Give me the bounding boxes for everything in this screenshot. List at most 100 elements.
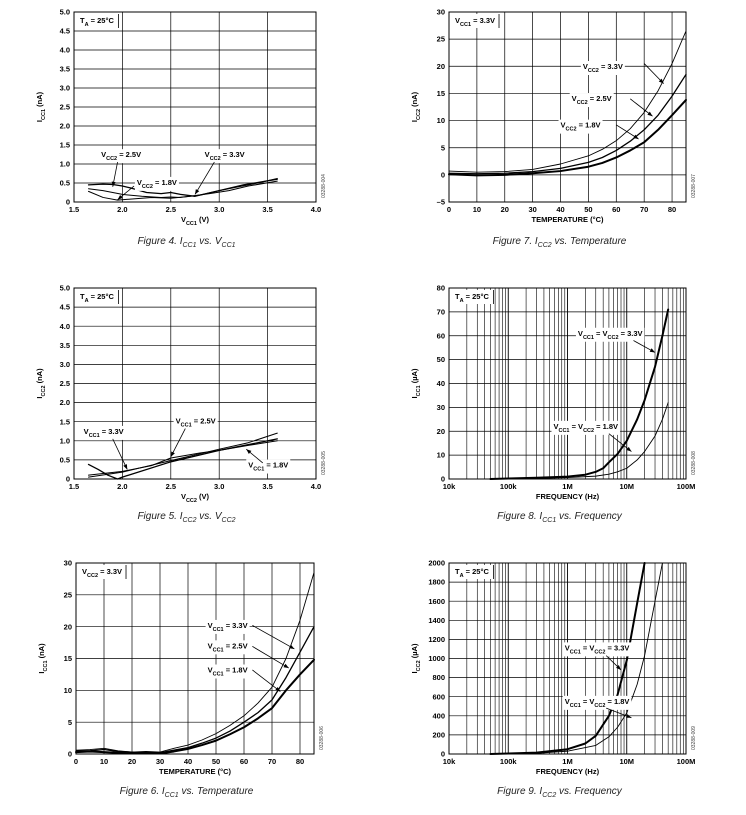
- figure-7-caption: Figure 7. ICC2 vs. Temperature: [492, 236, 627, 249]
- x-axis-label: VCC2 (V): [181, 492, 210, 504]
- series-line: [88, 432, 278, 478]
- arrowhead: [117, 194, 123, 200]
- arrowhead: [111, 181, 116, 187]
- y-tick-label: 1.0: [60, 160, 70, 169]
- x-axis-label: TEMPERATURE (°C): [531, 215, 604, 224]
- figure-6-chart: 0 10 20 30 40 50 60 70 80051015202530TEMPERATURE…: [37, 559, 325, 776]
- y-tick-label: 2.5: [60, 103, 70, 112]
- y-tick-label: 1400: [428, 616, 445, 625]
- x-tick-label: 100M: [677, 482, 696, 491]
- arrowhead: [170, 451, 175, 457]
- grid: [449, 563, 686, 754]
- x-tick-label: 4.0: [311, 205, 321, 214]
- x-axis-label: TEMPERATURE (°C): [159, 767, 232, 776]
- y-tick-label: 2000: [428, 559, 445, 568]
- y-axis-label: ICC2 (µA): [410, 643, 422, 673]
- x-tick-label: 2.5: [166, 205, 176, 214]
- x-tick-label: 3.0: [214, 205, 224, 214]
- figure-6: 0 10 20 30 40 50 60 70 80 0 5 10 15 20 25 30 TEMPERATURE…: [0, 548, 373, 815]
- annotation-label: VCC1 = VCC2 = 1.8V: [553, 422, 618, 434]
- series-annotation: VCC1 = 3.3V: [81, 425, 128, 470]
- series-annotation: VCC2 = 3.3V: [194, 149, 247, 195]
- arrowhead: [275, 686, 281, 692]
- y-tick-label: 4.0: [60, 46, 70, 55]
- series-line: [88, 177, 278, 198]
- y-tick-label: 3.0: [60, 84, 70, 93]
- y-tick-label: 15: [437, 89, 445, 98]
- plot-frame: [73, 287, 317, 480]
- series-line: [448, 30, 687, 173]
- x-tick-label: 10M: [619, 757, 634, 766]
- y-tick-label: 1600: [428, 597, 445, 606]
- annotation-bg: [99, 149, 144, 164]
- plot-frame: [75, 562, 315, 755]
- y-tick-label: 1.5: [60, 141, 70, 150]
- grid: [76, 563, 314, 754]
- condition-box: TA = 25°C: [76, 14, 119, 28]
- x-tick-label: 0: [447, 205, 451, 214]
- condition-box: VCC1 = 3.3V: [451, 14, 500, 28]
- figure-5: 1.5 2.0 2.5 3.0 3.5 4.0 0 0.5 1.0 1.5 2.0 2.5 3.0 3.5…: [0, 276, 373, 543]
- annotation-bg: [246, 459, 291, 474]
- figure-5-chart: 1.5 2.0 2.5 3.0 3.5 4.0 0 0.5 1.0 1.5 2.0 2.5 3.0 3.5…: [35, 284, 327, 504]
- series-annotation: VCC2 = 1.8V: [558, 119, 639, 140]
- y-tick-label: 40: [437, 379, 445, 388]
- x-tick-label: 30: [156, 757, 164, 766]
- x-tick-label: 70: [268, 757, 276, 766]
- plot-frame: [73, 11, 317, 203]
- y-tick-label: –5: [437, 198, 445, 207]
- figure-4-caption: Figure 4. ICC1 vs. VCC1: [137, 236, 236, 249]
- y-tick-label: 5: [441, 143, 445, 152]
- condition-box: TA = 25°C: [451, 290, 494, 304]
- x-tick-label: 3.0: [214, 482, 224, 491]
- series-line: [75, 658, 315, 755]
- x-tick-label: 40: [556, 205, 564, 214]
- y-tick-label: 800: [432, 673, 445, 682]
- x-tick-label: 10k: [443, 757, 456, 766]
- x-tick-label: 20: [128, 757, 136, 766]
- x-tick-label: 1.5: [69, 205, 79, 214]
- y-tick-label: 0: [441, 475, 445, 484]
- series-annotation: VCC1 = VCC2 = 3.3V: [575, 327, 656, 353]
- grid: [449, 288, 686, 479]
- y-tick-label: 25: [437, 35, 445, 44]
- x-tick-label: 1.5: [69, 482, 79, 491]
- y-tick-label: 70: [437, 307, 445, 316]
- y-tick-label: 20: [437, 427, 445, 436]
- figure-8: 10k 100k 1M 10M 100M 0 10 20 30 40 50 60 70 80 FREQUEN…: [373, 276, 746, 543]
- y-tick-label: 60: [437, 331, 445, 340]
- arrowhead: [626, 446, 632, 452]
- arrowhead: [123, 464, 128, 470]
- y-axis-label: ICC2 (nA): [410, 91, 422, 122]
- x-tick-label: 4.0: [311, 482, 321, 491]
- annotation-bg: [575, 327, 645, 342]
- series-line: [88, 440, 278, 476]
- series-line: [87, 438, 278, 480]
- series-annotation: VCC1 = 2.5V: [205, 640, 290, 669]
- figure-9: 10k 100k 1M 10M 100M 0 200 400 600 800 1000 1200 140…: [373, 548, 746, 815]
- y-tick-label: 600: [432, 692, 445, 701]
- y-tick-label: 80: [437, 284, 445, 293]
- arrowhead: [616, 665, 622, 670]
- x-tick-label: 60: [612, 205, 620, 214]
- figure-code: 03288-008: [691, 451, 697, 475]
- series-annotation: VCC1 = 1.8V: [205, 664, 281, 692]
- x-axis-label: VCC1 (V): [181, 215, 210, 227]
- y-tick-label: 1.0: [60, 436, 70, 445]
- y-tick-label: 1.5: [60, 417, 70, 426]
- leader-line: [170, 428, 186, 458]
- figure-9-chart: 10k 100k 1M 10M 100M 0 200 400 600 800 1000 1200 140…: [410, 559, 697, 776]
- leader-line: [252, 625, 295, 650]
- annotation-bg: [558, 119, 603, 134]
- y-tick-label: 20: [437, 62, 445, 71]
- x-tick-label: 2.5: [166, 482, 176, 491]
- x-tick-label: 2.0: [117, 482, 127, 491]
- condition-box-bg: [451, 290, 494, 304]
- y-tick-label: 3.5: [60, 341, 70, 350]
- y-tick-label: 1800: [428, 578, 445, 587]
- series-line: [489, 562, 646, 755]
- y-tick-label: 1000: [428, 654, 445, 663]
- figure-8-chart: 10k 100k 1M 10M 100M 0 10 20 30 40 50 60 70 80 FREQUEN…: [410, 284, 697, 501]
- condition-box-bg: [76, 290, 119, 304]
- annotation-bg: [551, 420, 621, 435]
